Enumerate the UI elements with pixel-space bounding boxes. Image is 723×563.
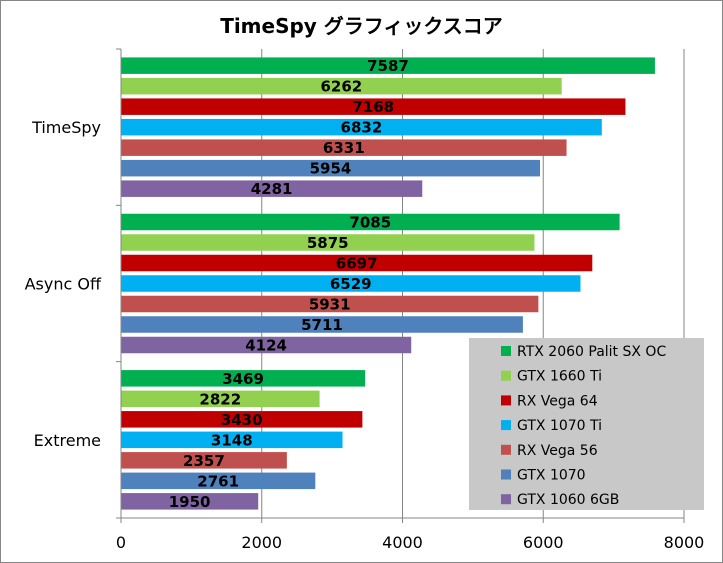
data-label: 6262: [320, 78, 362, 96]
bar: [121, 77, 562, 95]
bar: [121, 234, 535, 251]
bar: [121, 213, 620, 231]
legend-swatch: [501, 469, 511, 480]
data-label: 4124: [245, 337, 287, 355]
data-label: 2822: [199, 390, 241, 408]
data-label: 7587: [367, 57, 409, 75]
data-label: 7168: [352, 98, 394, 116]
bar: [121, 390, 320, 408]
bar: [121, 370, 366, 387]
legend-swatch: [501, 444, 511, 455]
x-tick-label: 0: [116, 533, 126, 552]
chart-title: TimeSpy グラフィックスコア: [220, 14, 503, 38]
legend-label: GTX 1660 Ti: [517, 369, 602, 385]
legend-swatch: [501, 494, 511, 505]
data-label: 6529: [330, 275, 372, 293]
data-label: 6331: [323, 139, 365, 157]
legend-swatch: [501, 346, 511, 356]
category-label: TimeSpy: [31, 118, 101, 137]
legend-label: GTX 1060 6GB: [517, 492, 619, 508]
data-label: 2357: [183, 452, 225, 470]
legend-label: RX Vega 64: [517, 393, 598, 409]
category-label: Extreme: [34, 431, 101, 450]
bar: [121, 295, 539, 313]
x-tick-label: 4000: [382, 533, 423, 552]
x-tick-label: 2000: [241, 533, 282, 552]
x-tick-label: 8000: [664, 533, 705, 552]
bar: [121, 431, 343, 449]
bar: [121, 493, 259, 510]
data-label: 3430: [221, 411, 263, 429]
data-label: 2761: [197, 472, 239, 490]
bar: [121, 98, 626, 115]
legend-label: RX Vega 56: [517, 443, 598, 459]
data-label: 4281: [251, 180, 293, 198]
bar: [121, 275, 581, 292]
legend-swatch: [501, 420, 511, 431]
bar: [121, 180, 423, 197]
bar: [121, 452, 287, 469]
bar: [121, 118, 602, 136]
legend-label: RTX 2060 Palit SX OC: [517, 344, 666, 360]
bar: [121, 316, 523, 333]
legend-label: GTX 1070: [517, 468, 586, 484]
x-tick-label: 6000: [523, 533, 564, 552]
bar: [121, 411, 363, 428]
data-label: 6832: [341, 119, 383, 137]
data-label: 3469: [222, 370, 264, 388]
data-label: 3148: [211, 431, 253, 449]
data-label: 5954: [310, 160, 352, 178]
data-label: 5875: [307, 234, 349, 252]
legend-swatch: [501, 370, 511, 381]
data-label: 5931: [309, 296, 351, 314]
bar: [121, 472, 316, 490]
data-label: 1950: [169, 493, 211, 511]
bar: [121, 159, 541, 177]
legend-label: GTX 1070 Ti: [517, 418, 602, 434]
data-label: 5711: [301, 316, 343, 334]
category-label: Async Off: [25, 275, 102, 294]
data-label: 6697: [336, 255, 378, 273]
legend-swatch: [501, 395, 511, 406]
bar: [121, 57, 655, 74]
bar: [121, 139, 567, 156]
data-label: 7085: [349, 214, 391, 232]
bar: [121, 254, 593, 272]
bar: [121, 336, 412, 354]
